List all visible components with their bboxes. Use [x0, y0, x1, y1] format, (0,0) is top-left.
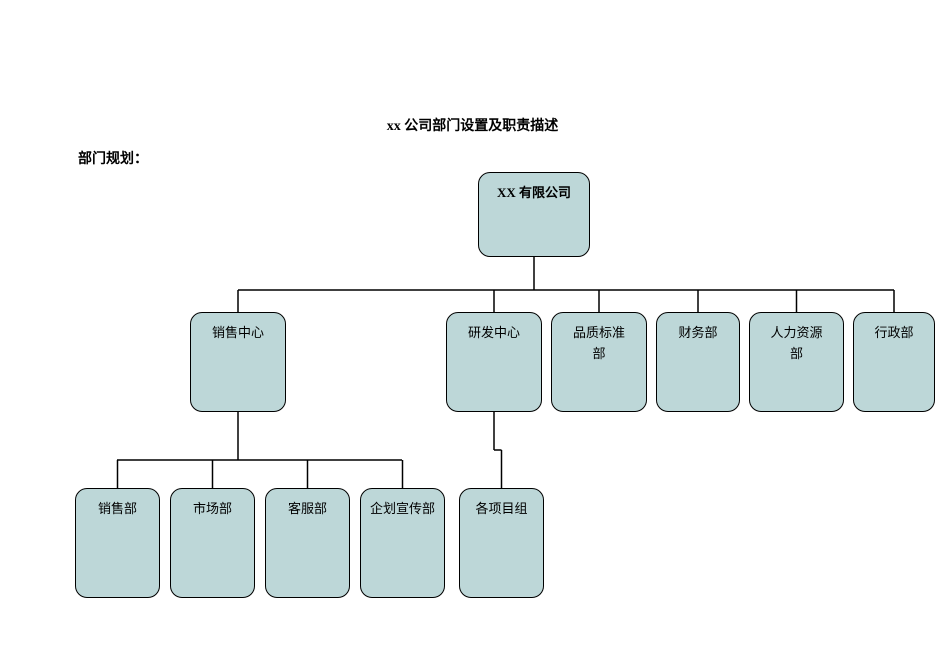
org-node-quality: 品质标准部: [551, 312, 647, 412]
org-node-rd_center: 研发中心: [446, 312, 542, 412]
org-node-root: XX 有限公司: [478, 172, 590, 257]
org-node-finance: 财务部: [656, 312, 740, 412]
page-title: xx 公司部门设置及职责描述: [0, 115, 945, 135]
org-node-project_group: 各项目组: [459, 488, 544, 598]
org-node-service_dept: 客服部: [265, 488, 350, 598]
org-node-sales_dept: 销售部: [75, 488, 160, 598]
org-node-admin: 行政部: [853, 312, 935, 412]
org-node-planning_dept: 企划宣传部: [360, 488, 445, 598]
org-node-market_dept: 市场部: [170, 488, 255, 598]
org-node-sales_center: 销售中心: [190, 312, 286, 412]
org-node-hr: 人力资源部: [749, 312, 844, 412]
section-label: 部门规划：: [78, 148, 148, 168]
